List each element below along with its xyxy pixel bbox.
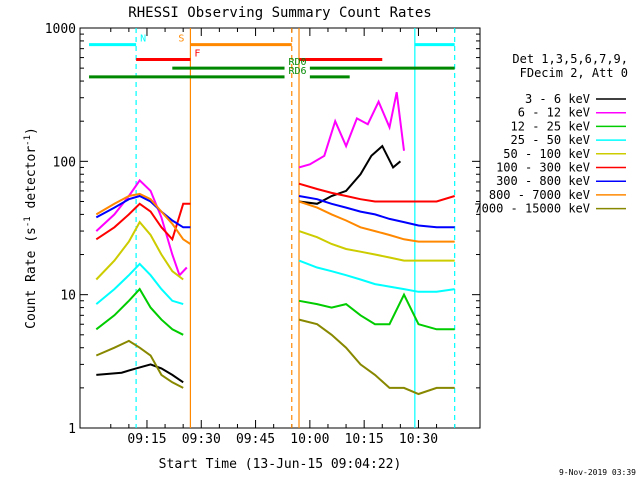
chart-title: RHESSI Observing Summary Count Rates <box>128 5 431 21</box>
plot-frame <box>79 27 481 429</box>
legend-label: 50 - 100 keV <box>503 147 590 161</box>
series-line <box>95 287 184 336</box>
series-line <box>298 259 455 293</box>
legend-label: 100 - 300 keV <box>496 161 590 175</box>
y-label-mid: detector <box>24 146 39 217</box>
legend-label: 7000 - 15000 keV <box>474 202 590 216</box>
x-tick-label: 09:30 <box>182 432 221 447</box>
series-line <box>95 192 191 245</box>
legend-label: 6 - 12 keV <box>518 106 590 120</box>
plot-area: 1 10 100 1000 09:15 09:30 09:45 10:00 10:15 10:30… <box>45 22 481 447</box>
series-line <box>298 200 455 243</box>
legend-header-2: FDecim 2, Att 0 <box>520 66 628 80</box>
y-tick-label: 10 <box>60 289 76 304</box>
flag-label: F <box>194 49 200 60</box>
y-label-sup2: -1 <box>23 135 33 146</box>
series-line <box>298 91 405 169</box>
series-line <box>298 195 455 229</box>
x-tick-label: 09:15 <box>127 432 166 447</box>
y-label-main: Count Rate (s <box>24 227 39 329</box>
series-line <box>95 178 188 278</box>
legend-label: 3 - 6 keV <box>525 92 590 106</box>
x-axis-label: Start Time (13-Jun-15 09:04:22) <box>159 457 402 472</box>
legend-label: 25 - 50 keV <box>511 133 590 147</box>
y-axis-label: Count Rate (s-1 detector-1) <box>23 127 39 329</box>
legend-label: 300 - 800 keV <box>496 174 590 188</box>
flag-label: RD6 <box>289 66 307 77</box>
legend-label: 12 - 25 keV <box>511 119 590 133</box>
y-label-sup1: -1 <box>23 216 33 227</box>
series-line <box>298 144 402 205</box>
flag-label: N <box>140 34 146 45</box>
footer-date: 9-Nov-2019 03:39 <box>559 468 636 477</box>
series-line <box>95 339 184 389</box>
series-line <box>298 230 455 262</box>
series-line <box>95 220 184 281</box>
y-tick-label: 1 <box>68 422 76 437</box>
x-tick-label: 10:15 <box>345 432 384 447</box>
y-tick-label: 100 <box>53 155 76 170</box>
flag-label: RD0 <box>289 57 307 68</box>
series-line <box>298 318 455 396</box>
series-line <box>298 182 455 203</box>
series-line <box>95 262 184 306</box>
series-line <box>95 194 191 229</box>
series-line <box>96 363 184 384</box>
x-tick-label: 10:00 <box>290 432 329 447</box>
x-tick-label: 10:30 <box>399 432 438 447</box>
series-line <box>95 202 191 242</box>
y-label-end: ) <box>24 127 39 135</box>
flag-label: S <box>178 34 184 45</box>
y-tick-label: 1000 <box>45 22 76 37</box>
legend-header-1: Det 1,3,5,6,7,9, <box>512 52 628 66</box>
legend-label: 800 - 7000 keV <box>489 188 590 202</box>
x-tick-label: 09:45 <box>236 432 275 447</box>
series-line <box>298 292 455 331</box>
